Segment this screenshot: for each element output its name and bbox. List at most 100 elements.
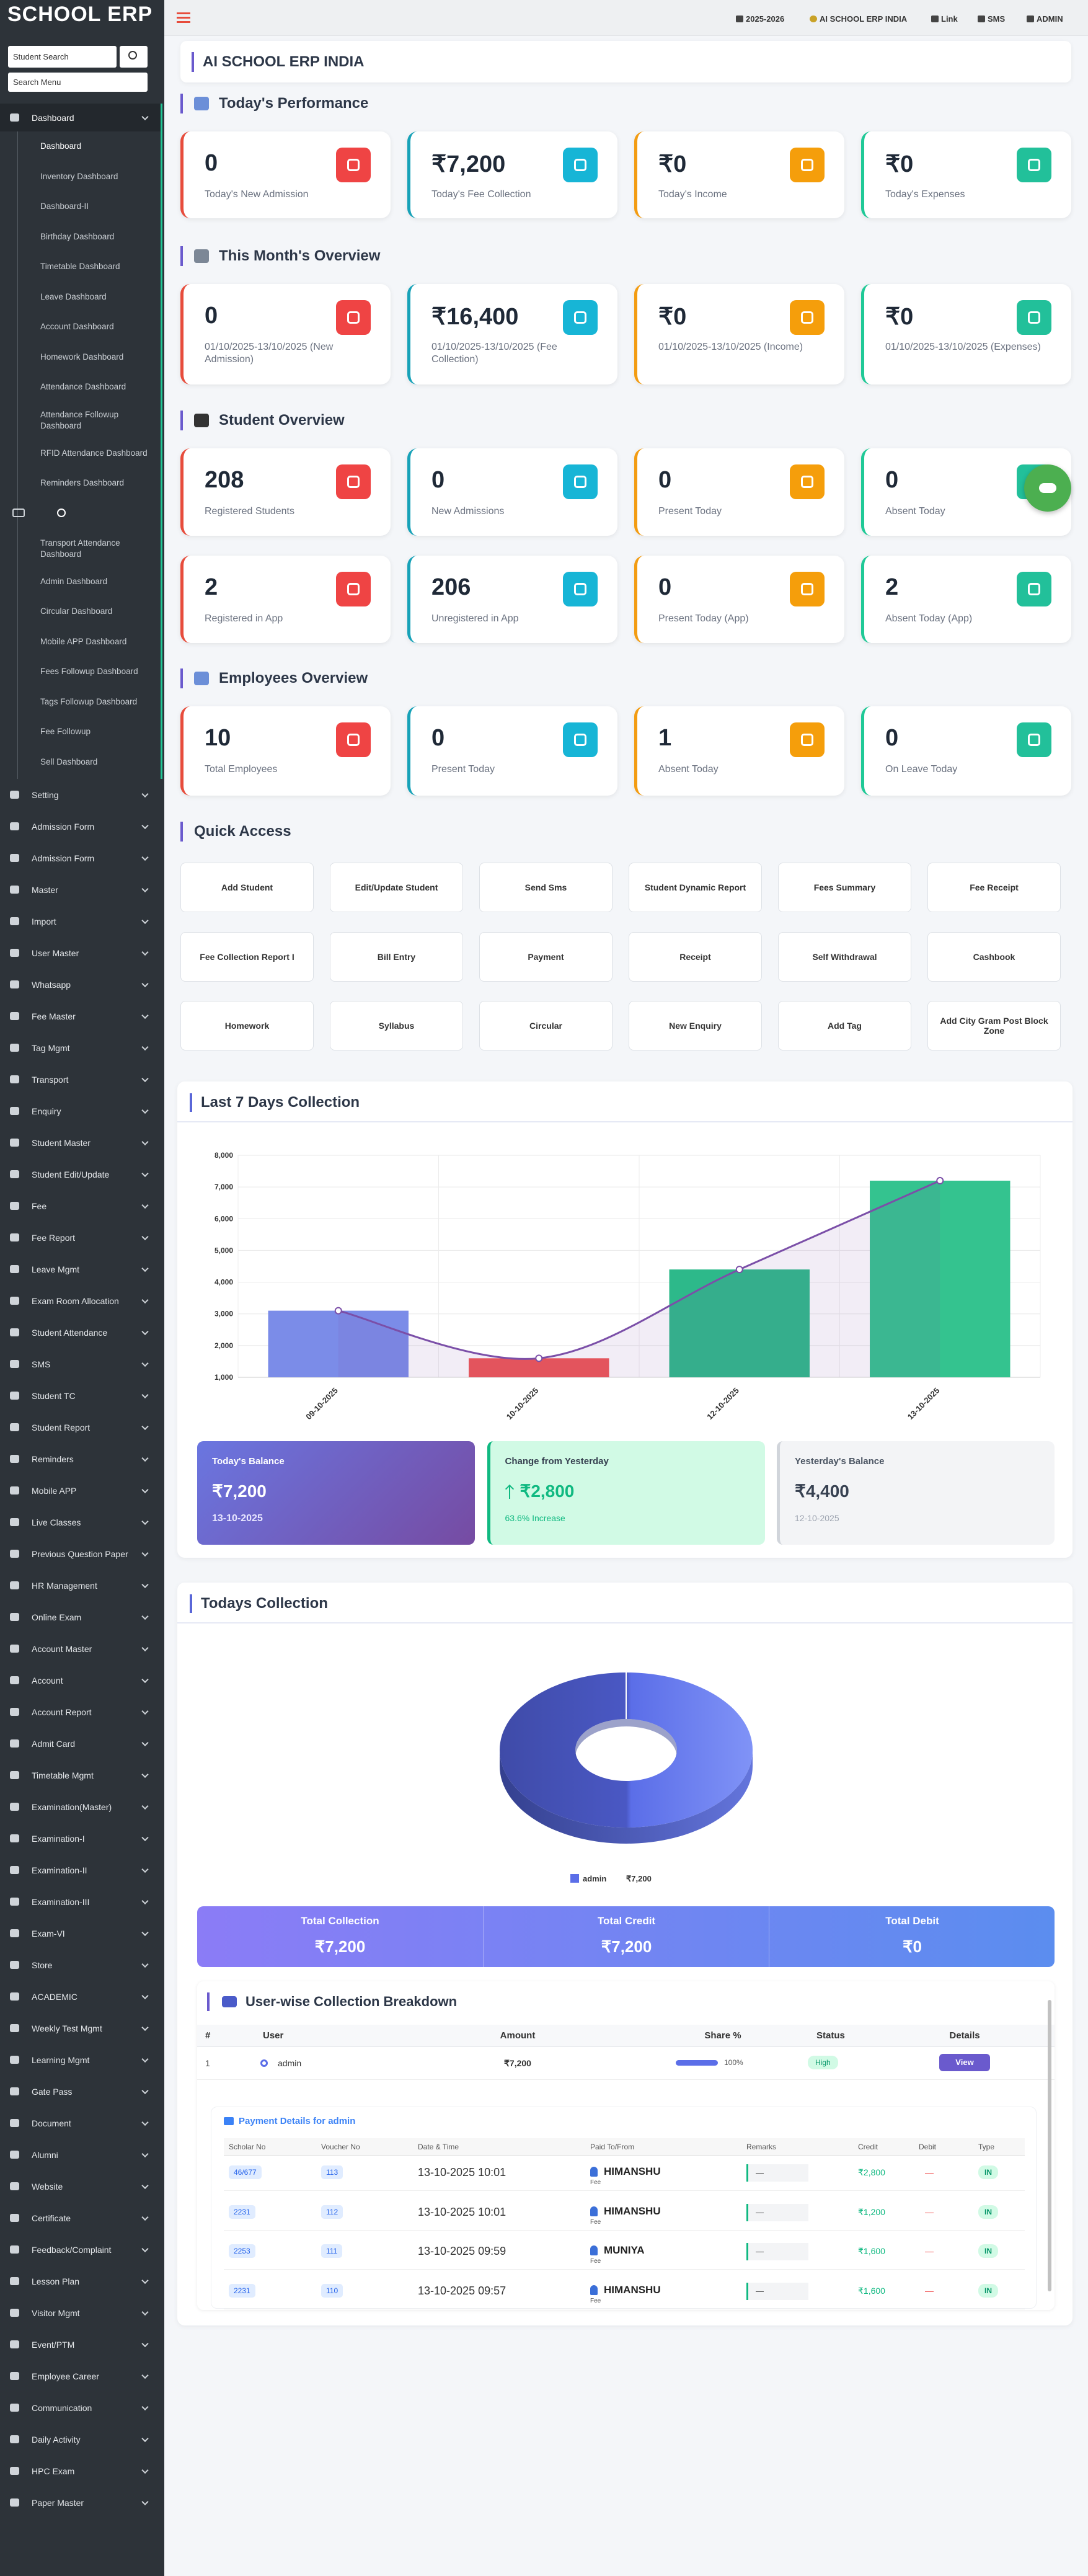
menu-item[interactable]: Reminders bbox=[0, 1443, 162, 1475]
menu-item[interactable]: Lesson Plan bbox=[0, 2265, 162, 2297]
submenu-item[interactable]: Transport Attendance Dashboard bbox=[40, 538, 120, 559]
search-menu[interactable]: Search Menu bbox=[8, 73, 148, 92]
topbar-item[interactable]: AI SCHOOL ERP INDIA bbox=[810, 12, 907, 25]
quick-button[interactable]: Circular bbox=[479, 1001, 613, 1050]
quick-button[interactable]: Fees Summary bbox=[778, 863, 911, 912]
submenu-item[interactable]: Inventory Dashboard bbox=[40, 171, 118, 181]
menu-item[interactable]: Dashboard bbox=[0, 104, 162, 131]
submenu-item[interactable]: Fee Followup bbox=[40, 727, 91, 737]
menu-item[interactable]: Fee bbox=[0, 1190, 162, 1222]
submenu-item[interactable]: Reminders Dashboard bbox=[40, 478, 125, 488]
menu-item[interactable]: Paper Master bbox=[0, 2487, 162, 2518]
menu-item[interactable]: Examination-II bbox=[0, 1854, 162, 1886]
menu-item[interactable]: Student TC bbox=[0, 1380, 162, 1411]
student-search[interactable]: Student Search bbox=[8, 46, 117, 68]
quick-button[interactable]: New Enquiry bbox=[629, 1001, 762, 1050]
menu-item[interactable]: Learning Mgmt bbox=[0, 2044, 162, 2076]
quick-button[interactable]: Homework bbox=[180, 1001, 314, 1050]
menu-item[interactable]: Setting bbox=[0, 779, 162, 811]
submenu-item[interactable]: Account Dashboard bbox=[40, 322, 114, 332]
submenu-item[interactable]: RFID Attendance Dashboard bbox=[40, 448, 148, 458]
menu-item[interactable]: Online Exam bbox=[0, 1601, 162, 1633]
menu-item[interactable]: Account bbox=[0, 1664, 162, 1696]
menu-item[interactable]: Communication bbox=[0, 2392, 162, 2423]
menu-item[interactable]: Gate Pass bbox=[0, 2076, 162, 2107]
quick-button[interactable]: Self Withdrawal bbox=[778, 931, 911, 982]
topbar-item[interactable]: SMS bbox=[978, 12, 1005, 25]
menu-item[interactable]: Student Attendance bbox=[0, 1317, 162, 1348]
menu-item[interactable]: ACADEMIC bbox=[0, 1981, 162, 2012]
submenu-item[interactable]: Circular Dashboard bbox=[40, 606, 113, 616]
menu-item[interactable]: Timetable Mgmt bbox=[0, 1759, 162, 1791]
quick-button[interactable]: Send Sms bbox=[479, 863, 613, 912]
menu-item[interactable]: Document bbox=[0, 2107, 162, 2139]
menu-item[interactable]: Tag Mgmt bbox=[0, 1032, 162, 1064]
menu-item[interactable]: Feedback/Complaint bbox=[0, 2234, 162, 2265]
menu-item[interactable]: Previous Question Paper bbox=[0, 1538, 162, 1570]
menu-item[interactable]: Fee Master bbox=[0, 1000, 162, 1032]
floating-toggle[interactable] bbox=[1024, 464, 1071, 512]
quick-button[interactable]: Add Tag bbox=[778, 1001, 911, 1050]
topbar-item[interactable]: Link bbox=[931, 12, 958, 25]
quick-button[interactable]: Bill Entry bbox=[330, 931, 463, 982]
submenu-item[interactable]: Attendance Dashboard bbox=[40, 382, 126, 392]
menu-item[interactable]: Weekly Test Mgmt bbox=[0, 2012, 162, 2044]
menu-item[interactable]: SMS bbox=[0, 1348, 162, 1380]
topbar-item[interactable]: ADMIN bbox=[1027, 12, 1063, 25]
quick-button[interactable]: Add Student bbox=[180, 863, 314, 912]
menu-item[interactable]: Admit Card bbox=[0, 1728, 162, 1759]
submenu-item[interactable]: Tags Followup Dashboard bbox=[40, 696, 138, 706]
quick-button[interactable]: Cashbook bbox=[927, 931, 1061, 982]
menu-item[interactable]: Employee Career bbox=[0, 2360, 162, 2392]
submenu-item[interactable]: Timetable Dashboard bbox=[40, 262, 120, 272]
submenu-item[interactable]: Mobile APP Dashboard bbox=[40, 636, 127, 646]
menu-item[interactable]: User Master bbox=[0, 937, 162, 969]
menu-item[interactable]: Examination(Master) bbox=[0, 1791, 162, 1823]
quick-button[interactable]: Receipt bbox=[629, 931, 762, 982]
quick-button[interactable]: Payment bbox=[479, 931, 613, 982]
submenu-item[interactable]: Birthday Dashboard bbox=[40, 231, 115, 241]
submenu-item[interactable]: Attendance Followup Dashboard bbox=[40, 409, 119, 430]
menu-item[interactable]: Account Report bbox=[0, 1696, 162, 1728]
menu-item[interactable]: Examination-I bbox=[0, 1823, 162, 1854]
view-button[interactable]: View bbox=[939, 2054, 990, 2071]
search-button[interactable] bbox=[120, 46, 148, 68]
menu-item[interactable]: Live Classes bbox=[0, 1506, 162, 1538]
menu-item[interactable]: Exam-VI bbox=[0, 1917, 162, 1949]
submenu-item[interactable]: Dashboard-II bbox=[40, 202, 89, 211]
menu-toggle[interactable] bbox=[177, 12, 190, 24]
menu-item[interactable]: Certificate bbox=[0, 2202, 162, 2234]
quick-button[interactable]: Fee Receipt bbox=[927, 863, 1061, 912]
menu-item[interactable]: Import bbox=[0, 905, 162, 937]
submenu-item[interactable]: Leave Dashboard bbox=[40, 291, 107, 301]
menu-item[interactable]: Enquiry bbox=[0, 1095, 162, 1127]
menu-item[interactable]: HPC Exam bbox=[0, 2455, 162, 2487]
menu-item[interactable]: Website bbox=[0, 2170, 162, 2202]
quick-button[interactable]: Syllabus bbox=[330, 1001, 463, 1050]
quick-button[interactable]: Add City Gram Post Block Zone bbox=[927, 1001, 1061, 1050]
menu-item[interactable]: Student Master bbox=[0, 1127, 162, 1158]
menu-item[interactable]: Leave Mgmt bbox=[0, 1253, 162, 1285]
submenu-item[interactable]: Homework Dashboard bbox=[40, 352, 124, 362]
menu-item[interactable]: Visitor Mgmt bbox=[0, 2297, 162, 2329]
menu-item[interactable]: Student Report bbox=[0, 1411, 162, 1443]
menu-item[interactable]: Admission Form bbox=[0, 811, 162, 842]
menu-item[interactable]: Examination-III bbox=[0, 1886, 162, 1917]
menu-item[interactable]: Admission Form bbox=[0, 842, 162, 874]
quick-button[interactable]: Edit/Update Student bbox=[330, 863, 463, 912]
menu-item[interactable]: Whatsapp bbox=[0, 969, 162, 1000]
menu-item[interactable]: Mobile APP bbox=[0, 1475, 162, 1506]
submenu-item[interactable]: Admin Dashboard bbox=[40, 576, 108, 586]
menu-item[interactable]: Event/PTM bbox=[0, 2329, 162, 2360]
menu-item[interactable]: Student Edit/Update bbox=[0, 1158, 162, 1190]
submenu-item[interactable]: Fees Followup Dashboard bbox=[40, 667, 138, 677]
menu-item[interactable]: Account Master bbox=[0, 1633, 162, 1664]
menu-item[interactable]: Exam Room Allocation bbox=[0, 1285, 162, 1317]
menu-item[interactable]: Daily Activity bbox=[0, 2423, 162, 2455]
topbar-item[interactable]: 2025-2026 bbox=[736, 12, 784, 25]
menu-item[interactable]: Alumni bbox=[0, 2139, 162, 2170]
quick-button[interactable]: Fee Collection Report I bbox=[180, 931, 314, 982]
submenu-item[interactable]: Sell Dashboard bbox=[40, 757, 98, 766]
submenu-item[interactable]: Dashboard bbox=[40, 141, 82, 151]
menu-item[interactable]: Master bbox=[0, 874, 162, 905]
